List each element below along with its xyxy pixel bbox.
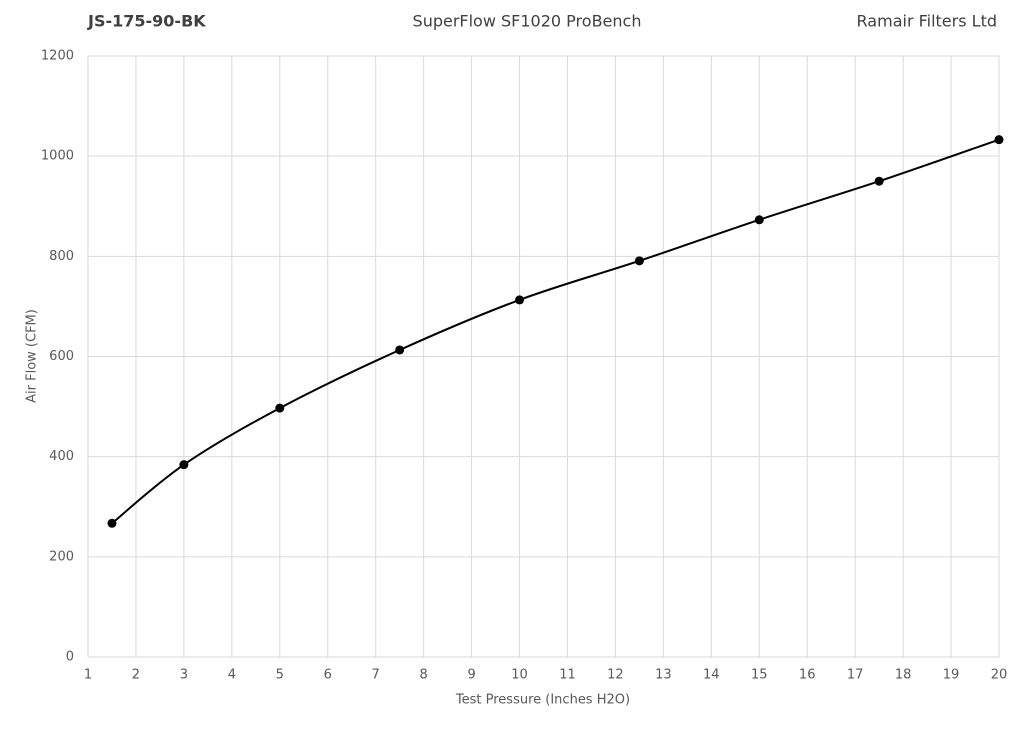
data-point [515, 295, 525, 305]
x-tick-label: 4 [228, 668, 236, 683]
data-point [754, 215, 764, 225]
header-left: JS-175-90-BK [87, 12, 206, 31]
y-tick-label: 0 [66, 650, 74, 665]
x-tick-label: 19 [943, 668, 960, 683]
x-tick-label: 11 [559, 668, 576, 683]
data-point [179, 460, 189, 470]
x-tick-label: 16 [799, 668, 816, 683]
x-tick-label: 17 [847, 668, 864, 683]
x-tick-label: 3 [180, 668, 188, 683]
x-tick-label: 20 [991, 668, 1008, 683]
y-tick-label: 800 [49, 249, 74, 264]
y-tick-label: 400 [49, 449, 74, 464]
data-point [107, 518, 117, 528]
x-tick-label: 13 [655, 668, 672, 683]
x-tick-label: 6 [324, 668, 332, 683]
x-tick-label: 9 [467, 668, 475, 683]
x-tick-label: 10 [511, 668, 528, 683]
x-tick-label: 15 [751, 668, 768, 683]
y-tick-label: 600 [49, 349, 74, 364]
x-tick-label: 1 [84, 668, 92, 683]
data-point [634, 256, 644, 266]
y-axis-label: Air Flow (CFM) [25, 309, 40, 403]
x-tick-label: 14 [703, 668, 720, 683]
y-tick-label: 1200 [41, 49, 74, 64]
x-tick-label: 7 [372, 668, 380, 683]
x-axis-label: Test Pressure (Inches H2O) [455, 693, 630, 708]
data-point [395, 345, 405, 355]
x-tick-label: 18 [895, 668, 912, 683]
data-point [874, 176, 884, 186]
data-point [275, 403, 285, 413]
x-tick-label: 12 [607, 668, 624, 683]
y-tick-label: 1000 [41, 149, 74, 164]
header-right: Ramair Filters Ltd [857, 12, 997, 31]
data-line [111, 138, 1000, 525]
data-point [994, 135, 1004, 145]
x-tick-label: 5 [276, 668, 284, 683]
x-tick-label: 2 [132, 668, 140, 683]
chart-title: SuperFlow SF1020 ProBench [413, 12, 642, 31]
x-tick-label: 8 [419, 668, 427, 683]
y-tick-label: 200 [49, 549, 74, 564]
